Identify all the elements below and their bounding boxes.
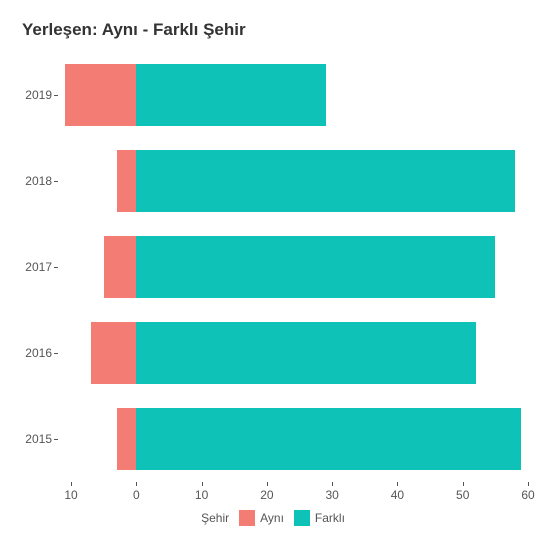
bar-ayni	[91, 322, 137, 384]
bar-ayni	[117, 150, 137, 212]
legend-label: Farklı	[315, 511, 345, 525]
x-tick-mark	[267, 482, 268, 486]
bar-farkli	[136, 408, 521, 470]
legend-item-farkli: Farklı	[294, 510, 345, 526]
legend: Şehir Aynı Farklı	[18, 510, 528, 526]
y-tick-mark	[54, 439, 58, 440]
plot-inner: 10010203040506020192018201720162015	[58, 52, 528, 482]
legend-item-ayni: Aynı	[239, 510, 284, 526]
y-tick-mark	[54, 267, 58, 268]
bar-ayni	[104, 236, 137, 298]
bar-ayni	[65, 64, 137, 126]
square-icon	[294, 510, 310, 526]
x-tick-mark	[202, 482, 203, 486]
bar-farkli	[136, 236, 495, 298]
bar-farkli	[136, 150, 515, 212]
bar-farkli	[136, 64, 325, 126]
bar-ayni	[117, 408, 137, 470]
legend-label: Aynı	[260, 511, 284, 525]
chart-title: Yerleşen: Aynı - Farklı Şehir	[22, 20, 528, 40]
y-tick-mark	[54, 181, 58, 182]
chart: Yerleşen: Aynı - Farklı Şehir 1001020304…	[0, 0, 550, 550]
bar-farkli	[136, 322, 475, 384]
x-tick-mark	[528, 482, 529, 486]
y-tick-mark	[54, 353, 58, 354]
plot-area: 10010203040506020192018201720162015	[18, 52, 528, 482]
x-tick-mark	[136, 482, 137, 486]
square-icon	[239, 510, 255, 526]
x-tick-mark	[71, 482, 72, 486]
x-tick-mark	[332, 482, 333, 486]
y-tick-mark	[54, 95, 58, 96]
x-tick-mark	[463, 482, 464, 486]
legend-title: Şehir	[201, 511, 229, 525]
x-tick-mark	[397, 482, 398, 486]
